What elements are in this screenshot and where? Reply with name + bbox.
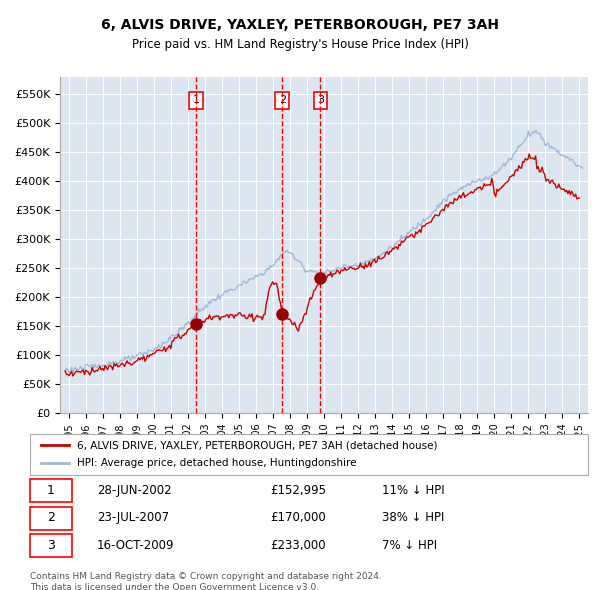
Text: 11% ↓ HPI: 11% ↓ HPI (382, 484, 444, 497)
Text: 3: 3 (47, 539, 55, 552)
Text: 3: 3 (317, 95, 324, 105)
Text: 23-JUL-2007: 23-JUL-2007 (97, 511, 169, 525)
Text: Contains HM Land Registry data © Crown copyright and database right 2024.
This d: Contains HM Land Registry data © Crown c… (30, 572, 382, 590)
FancyBboxPatch shape (30, 479, 72, 502)
Text: £233,000: £233,000 (270, 539, 326, 552)
Text: 7% ↓ HPI: 7% ↓ HPI (382, 539, 437, 552)
Text: 2: 2 (279, 95, 286, 105)
FancyBboxPatch shape (30, 434, 588, 475)
Text: 6, ALVIS DRIVE, YAXLEY, PETERBOROUGH, PE7 3AH: 6, ALVIS DRIVE, YAXLEY, PETERBOROUGH, PE… (101, 18, 499, 32)
Text: 38% ↓ HPI: 38% ↓ HPI (382, 511, 444, 525)
Text: 16-OCT-2009: 16-OCT-2009 (97, 539, 175, 552)
FancyBboxPatch shape (30, 534, 72, 557)
Text: 2: 2 (47, 511, 55, 525)
Text: 1: 1 (47, 484, 55, 497)
Text: £152,995: £152,995 (270, 484, 326, 497)
Text: 6, ALVIS DRIVE, YAXLEY, PETERBOROUGH, PE7 3AH (detached house): 6, ALVIS DRIVE, YAXLEY, PETERBOROUGH, PE… (77, 440, 438, 450)
Text: HPI: Average price, detached house, Huntingdonshire: HPI: Average price, detached house, Hunt… (77, 458, 357, 468)
FancyBboxPatch shape (30, 507, 72, 530)
Text: Price paid vs. HM Land Registry's House Price Index (HPI): Price paid vs. HM Land Registry's House … (131, 38, 469, 51)
Text: 28-JUN-2002: 28-JUN-2002 (97, 484, 172, 497)
Text: 1: 1 (193, 95, 200, 105)
Text: £170,000: £170,000 (270, 511, 326, 525)
